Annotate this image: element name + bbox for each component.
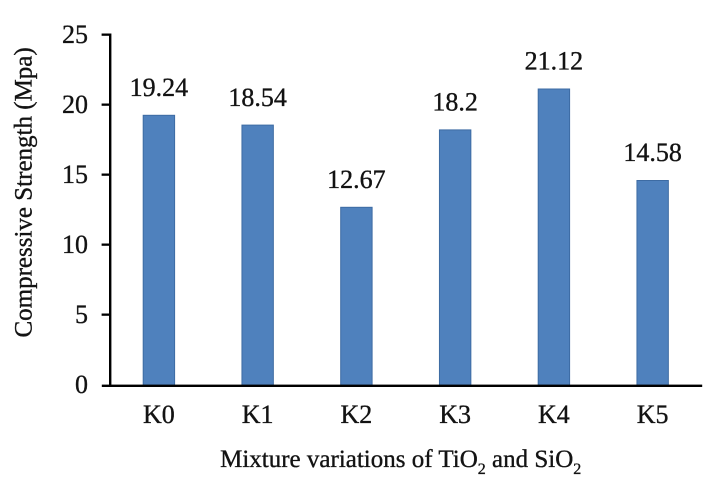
svg-text:12.67: 12.67	[327, 165, 386, 194]
svg-text:K0: K0	[143, 400, 175, 429]
svg-text:5: 5	[75, 300, 88, 329]
svg-text:20: 20	[62, 90, 88, 119]
svg-text:K2: K2	[341, 400, 373, 429]
svg-text:Compressive Strength (Mpa): Compressive Strength (Mpa)	[10, 47, 37, 337]
svg-text:K5: K5	[637, 400, 669, 429]
svg-text:18.54: 18.54	[228, 83, 287, 112]
svg-text:0: 0	[75, 370, 88, 399]
svg-text:K1: K1	[242, 400, 274, 429]
svg-text:10: 10	[62, 230, 88, 259]
svg-text:15: 15	[62, 160, 88, 189]
svg-text:25: 25	[62, 20, 88, 49]
svg-text:18.2: 18.2	[432, 88, 478, 117]
svg-text:K3: K3	[439, 400, 471, 429]
svg-text:Mixture variations of TiO2 and: Mixture variations of TiO2 and SiO2	[220, 446, 581, 478]
svg-text:K4: K4	[538, 400, 570, 429]
svg-text:21.12: 21.12	[525, 47, 584, 76]
svg-text:19.24: 19.24	[130, 73, 189, 102]
svg-text:14.58: 14.58	[623, 138, 682, 167]
